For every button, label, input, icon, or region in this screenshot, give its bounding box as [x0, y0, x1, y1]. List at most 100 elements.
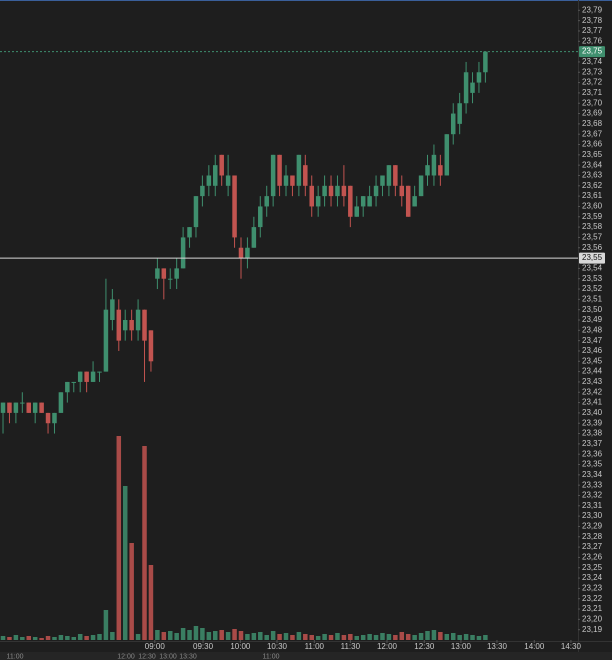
volume-bar	[277, 634, 282, 640]
volume-layer	[0, 436, 488, 640]
candle-body	[380, 175, 385, 186]
y-tick-label: 23,49	[582, 315, 603, 324]
volume-bar	[264, 635, 269, 640]
y-tick-label: 23,30	[582, 511, 603, 520]
candle-body	[418, 175, 424, 197]
volume-bar	[39, 638, 44, 640]
volume-bar	[32, 637, 38, 640]
candle-body	[90, 371, 96, 382]
volume-bar	[148, 565, 154, 640]
candle-body	[238, 247, 244, 259]
volume-bar	[232, 629, 237, 640]
volume-bar	[161, 632, 167, 640]
navigator-label: 11:00	[7, 653, 24, 660]
y-tick-label: 23,68	[582, 119, 603, 128]
volume-bar	[7, 637, 12, 640]
volume-bar	[65, 636, 70, 640]
volume-bar	[77, 634, 83, 640]
candle-body	[290, 175, 295, 186]
x-tick-label: 13:30	[487, 642, 508, 651]
volume-bar	[13, 635, 19, 640]
candle-body	[26, 402, 31, 413]
y-tick-label: 23,40	[582, 408, 603, 417]
candle-body	[77, 371, 83, 382]
y-tick-label: 23,52	[582, 284, 603, 293]
volume-bar	[251, 633, 257, 640]
candle-body	[283, 175, 289, 186]
x-tick-label: 11:30	[341, 642, 361, 651]
navigator-label: 12:30	[138, 653, 156, 660]
candle-body	[116, 309, 122, 341]
volume-bar	[245, 634, 250, 640]
navigator-label: 13:00	[159, 653, 177, 660]
candle-body	[373, 185, 379, 197]
x-tick-label: 12:30	[414, 642, 435, 651]
y-tick-label: 23,43	[582, 377, 603, 386]
volume-bar	[438, 632, 443, 640]
x-tick-label: 09:30	[193, 642, 214, 651]
volume-bar	[450, 633, 456, 640]
volume-bar	[283, 633, 289, 640]
volume-bar	[270, 631, 276, 640]
last-price-label: 23,75	[582, 47, 603, 56]
y-tick-label: 23,60	[582, 202, 603, 211]
y-tick-label: 23,73	[582, 67, 603, 76]
candle-body	[386, 165, 392, 186]
candle-body	[219, 154, 224, 176]
y-tick-label: 23,38	[582, 429, 603, 438]
x-tick-label: 10:30	[267, 642, 288, 651]
volume-bar	[0, 636, 6, 640]
y-tick-label: 23,42	[582, 387, 603, 396]
candle-body	[463, 72, 469, 104]
volume-bar	[412, 635, 417, 640]
volume-bar	[52, 637, 57, 640]
volume-bar	[110, 632, 115, 640]
candle-body	[110, 299, 115, 320]
volume-bar	[20, 637, 25, 640]
candle-body	[296, 154, 302, 186]
y-tick-label: 23,27	[582, 542, 603, 551]
candle-body	[65, 381, 70, 393]
volume-bar	[431, 630, 437, 640]
volume-bar	[155, 630, 160, 640]
candle-body	[148, 330, 154, 362]
y-tick-label: 23,58	[582, 222, 603, 231]
y-tick-label: 23,66	[582, 140, 603, 149]
last-price-box	[579, 46, 605, 58]
volume-bar	[303, 634, 308, 640]
candle-body	[367, 196, 372, 207]
y-tick-label: 23,65	[582, 150, 603, 159]
volume-bar	[58, 635, 64, 640]
y-tick-label: 23,70	[582, 98, 603, 107]
candle-body	[32, 402, 38, 413]
candle-body	[360, 196, 366, 207]
y-tick-label: 23,48	[582, 325, 603, 334]
volume-bar	[206, 632, 212, 640]
y-tick-label: 23,54	[582, 263, 603, 272]
x-tick-label: 14:00	[524, 642, 545, 651]
y-tick-label: 23,34	[582, 470, 603, 479]
y-tick-label: 23,53	[582, 274, 603, 283]
volume-bar	[103, 610, 109, 640]
y-tick-label: 23,78	[582, 16, 603, 25]
x-tick-label: 09:00	[145, 642, 166, 651]
volume-bar	[348, 634, 353, 640]
volume-bar	[470, 635, 475, 640]
y-tick-label: 23,29	[582, 522, 603, 531]
volume-bar	[174, 633, 179, 640]
volume-bar	[322, 634, 327, 640]
volume-bar	[290, 635, 295, 640]
volume-bar	[418, 633, 424, 640]
volume-bar	[213, 631, 218, 640]
volume-bar	[71, 637, 77, 640]
y-tick-label: 23,77	[582, 26, 603, 35]
candle-body	[322, 185, 327, 197]
volume-bar	[341, 635, 347, 640]
candle-body	[341, 185, 347, 197]
volume-bar	[180, 628, 186, 640]
volume-bar	[200, 628, 205, 640]
reference-line-box	[579, 252, 605, 264]
volume-bar	[476, 636, 482, 640]
candle-body	[425, 165, 430, 176]
